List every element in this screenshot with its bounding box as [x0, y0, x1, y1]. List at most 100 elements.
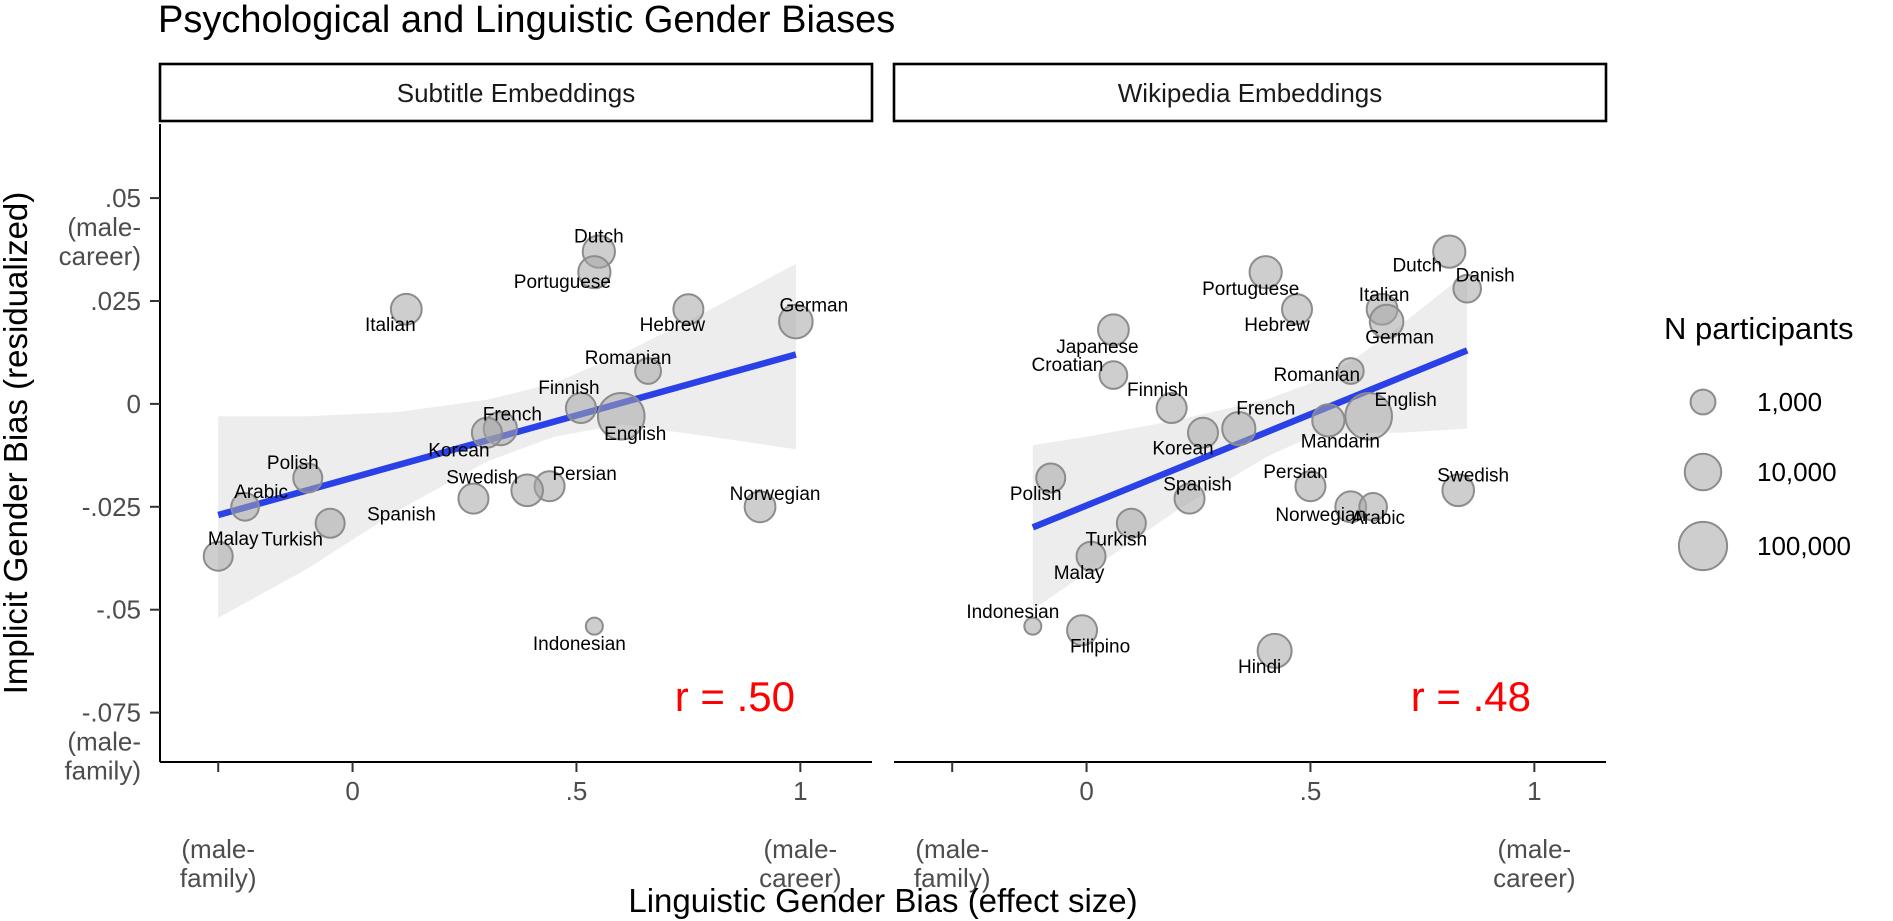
y-tick-label: 0	[127, 389, 141, 419]
y-tick-label: -.05	[96, 595, 141, 625]
point-label-japanese: Japanese	[1056, 337, 1138, 358]
data-point-korean	[470, 416, 503, 449]
legend-title: N participants	[1664, 311, 1854, 346]
y-tick-label: -.025	[82, 492, 141, 522]
point-label-mandarin: Mandarin	[1301, 431, 1380, 452]
legend-label-100-000: 100,000	[1757, 531, 1851, 561]
panel-wikipedia-embeddings: Wikipedia Embeddings Dutch Danish Portugue…	[892, 62, 1608, 893]
point-label-malay: Malay	[1054, 563, 1105, 584]
point-label-arabic: Arabic	[1351, 508, 1405, 529]
data-point-croatian	[1098, 360, 1129, 390]
point-label-portuguese: Portuguese	[1202, 279, 1299, 300]
point-label-german: German	[780, 296, 849, 317]
data-point-polish	[1035, 462, 1067, 494]
point-label-german: German	[1365, 328, 1434, 349]
y-tick-label: .025	[90, 286, 141, 316]
legend-key-10-000	[1683, 452, 1723, 492]
data-point-finnish	[1155, 392, 1188, 425]
point-label-italian: Italian	[365, 315, 416, 336]
point-label-swedish: Swedish	[446, 467, 518, 488]
point-label-turkish: Turkish	[1086, 529, 1148, 550]
point-label-hindi: Hindi	[1238, 657, 1281, 678]
point-label-malay: Malay	[208, 529, 259, 550]
point-label-english: English	[604, 424, 666, 445]
r-value-subtitle: r = .50	[675, 673, 795, 720]
x-tick-label: 0	[1079, 776, 1093, 806]
data-point-german	[778, 303, 814, 340]
data-point-romanian	[1336, 357, 1365, 385]
y-axis-ticks: .05 (male-career) .025 0 -.025 -.05 -.075 (male…	[59, 183, 160, 786]
data-point-turkish	[1115, 507, 1147, 539]
data-point-portuguese	[1248, 255, 1283, 290]
data-point-arabic	[230, 492, 260, 522]
data-point-finnish	[564, 392, 597, 425]
data-point-spanish	[1173, 482, 1206, 515]
point-label-swedish: Swedish	[1437, 465, 1509, 486]
data-point-italian	[389, 292, 423, 326]
point-label-danish: Danish	[1456, 266, 1515, 287]
point-label-korean: Korean	[428, 441, 489, 462]
point-label-english: English	[1375, 390, 1437, 411]
point-label-indonesian: Indonesian	[533, 634, 626, 655]
point-label-spanish: Spanish	[367, 505, 436, 526]
x-tick-label: .5	[566, 776, 588, 806]
data-point-hebrew	[1281, 293, 1314, 326]
x-tick-label: 1 (male-career)	[1493, 776, 1575, 893]
strip-background	[892, 62, 1608, 123]
data-point-japanese	[1097, 313, 1130, 347]
data-point-norwegian	[743, 490, 777, 524]
x-tick-label: (male-family)	[180, 834, 257, 893]
point-label-spanish: Spanish	[1163, 475, 1232, 496]
point-label-norwegian: Norwegian	[730, 484, 821, 505]
data-point-hebrew	[672, 293, 705, 326]
data-point-spanish	[457, 482, 490, 515]
data-point-mandarin	[1311, 403, 1346, 438]
data-point-danish	[1452, 273, 1482, 304]
point-label-romanian: Romanian	[1273, 365, 1360, 386]
point-label-filipino: Filipino	[1070, 636, 1130, 657]
data-point-korean	[1186, 416, 1219, 449]
data-point-hindi	[1256, 632, 1293, 669]
point-label-hebrew: Hebrew	[640, 315, 706, 336]
x-tick-label: (male-family)	[914, 834, 991, 893]
x-tick-label: .5	[1300, 776, 1322, 806]
point-label-polish: Polish	[1010, 484, 1062, 505]
data-point-dutch	[1432, 234, 1467, 269]
chart-title: Psychological and Linguistic Gender Bias…	[158, 0, 895, 41]
point-label-indonesian: Indonesian	[966, 602, 1059, 623]
point-label-polish: Polish	[267, 453, 319, 474]
data-point-indonesian	[584, 616, 604, 636]
point-label-dutch: Dutch	[574, 227, 624, 248]
point-label-arabic: Arabic	[234, 482, 288, 503]
point-label-croatian: Croatian	[1032, 355, 1104, 376]
point-label-norwegian: Norwegian	[1275, 505, 1366, 526]
strip-background	[158, 62, 874, 123]
x-tick-label: 1 (male-career)	[759, 776, 841, 893]
y-tick-label: .05 (male-career)	[59, 183, 141, 271]
point-label-persian: Persian	[552, 464, 616, 485]
legend-key-1-000	[1689, 388, 1717, 416]
y-axis-title: Implicit Gender Bias (residualized)	[0, 192, 34, 695]
legend: N participants 1,000 10,000 100,000	[1664, 311, 1854, 572]
point-label-french: French	[483, 405, 542, 426]
data-point-swedish	[1441, 473, 1476, 508]
point-label-portuguese: Portuguese	[514, 272, 611, 293]
point-label-dutch: Dutch	[1392, 256, 1442, 277]
data-point-indonesian	[1023, 616, 1043, 636]
strip-label-subtitle: Subtitle Embeddings	[397, 78, 635, 108]
y-tick-label: -.075 (male-family)	[64, 698, 141, 786]
data-point-persian	[1294, 470, 1327, 503]
data-point-portuguese	[577, 255, 612, 290]
data-point-english	[1344, 391, 1393, 441]
data-point-turkish	[314, 507, 346, 539]
legend-label-10-000: 10,000	[1757, 457, 1837, 487]
point-label-korean: Korean	[1152, 439, 1213, 460]
point-label-hebrew: Hebrew	[1244, 315, 1310, 336]
data-point-romanian	[634, 357, 663, 385]
point-label-persian: Persian	[1263, 462, 1327, 483]
data-point-english	[596, 391, 646, 441]
data-point-malay	[202, 540, 234, 572]
point-label-finnish: Finnish	[538, 378, 599, 399]
data-point-arabic	[1358, 492, 1388, 522]
